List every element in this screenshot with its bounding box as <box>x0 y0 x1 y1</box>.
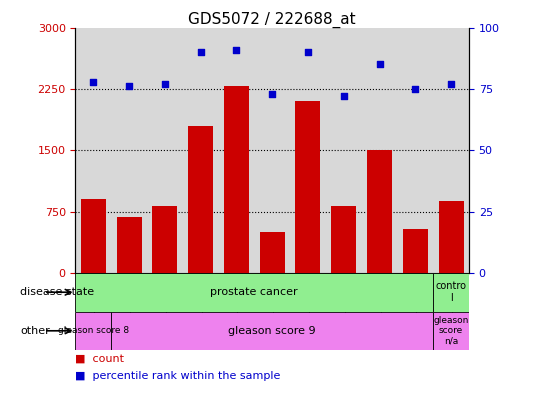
Point <box>447 81 455 87</box>
Bar <box>81 199 106 273</box>
Point <box>411 86 419 92</box>
Text: ■  count: ■ count <box>75 354 125 364</box>
Bar <box>260 232 285 273</box>
Bar <box>111 312 433 350</box>
Point <box>375 61 384 68</box>
Point <box>232 46 241 53</box>
Bar <box>224 86 249 273</box>
Bar <box>439 201 464 273</box>
Bar <box>433 312 469 350</box>
Title: GDS5072 / 222688_at: GDS5072 / 222688_at <box>189 11 356 28</box>
Bar <box>188 126 213 273</box>
Point <box>268 91 277 97</box>
Text: contro
l: contro l <box>436 281 467 303</box>
Bar <box>75 312 111 350</box>
Point <box>125 83 134 90</box>
Text: gleason
score
n/a: gleason score n/a <box>433 316 469 346</box>
Text: gleason score 8: gleason score 8 <box>58 326 129 335</box>
Text: ■  percentile rank within the sample: ■ percentile rank within the sample <box>75 371 281 381</box>
Point <box>303 49 312 55</box>
Bar <box>403 229 428 273</box>
Point <box>196 49 205 55</box>
Bar <box>116 217 142 273</box>
Point <box>340 93 348 99</box>
Text: prostate cancer: prostate cancer <box>211 287 298 297</box>
Point <box>161 81 169 87</box>
Bar <box>295 101 321 273</box>
Bar <box>367 150 392 273</box>
Point <box>89 78 98 84</box>
Text: gleason score 9: gleason score 9 <box>229 326 316 336</box>
Bar <box>331 206 356 273</box>
Text: other: other <box>20 326 50 336</box>
Bar <box>433 273 469 312</box>
Text: disease state: disease state <box>20 287 94 297</box>
Bar <box>153 206 177 273</box>
